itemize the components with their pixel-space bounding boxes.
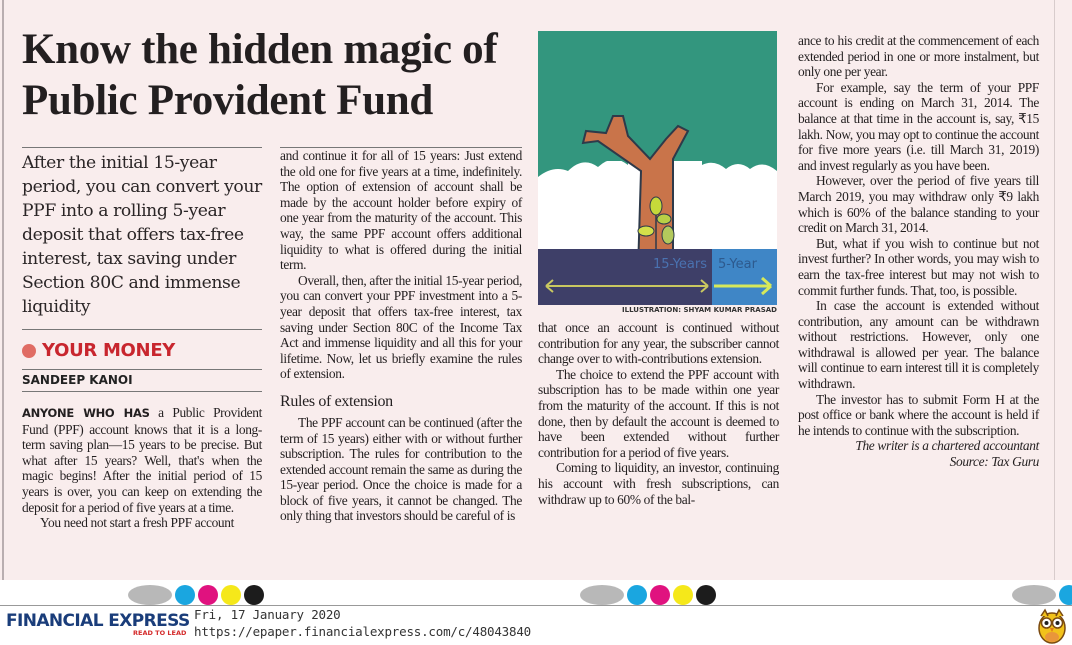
paragraph: But, what if you wish to continue but no… (798, 235, 1039, 298)
registration-marks (1012, 585, 1072, 605)
deck: After the initial 15-year period, you ca… (22, 153, 262, 317)
reg-dot (627, 585, 647, 605)
column-3: that once an account is continued withou… (538, 320, 779, 507)
paragraph: Coming to liquidity, an investor, contin… (538, 460, 779, 507)
leaf (656, 213, 672, 225)
reg-dot (175, 585, 195, 605)
paragraph: You need not start a fresh PPF account (40, 515, 234, 531)
illustration-credit: ILLUSTRATION: SHYAM KUMAR PRASAD (622, 306, 777, 314)
author-note: The writer is a chartered accountant (855, 438, 1039, 454)
paragraph: The choice to extend the PPF account wit… (538, 366, 779, 460)
subheading: Rules of extension (280, 392, 393, 410)
section-label: YOUR MONEY (22, 340, 175, 361)
paragraph: For example, say the term of your PPF ac… (798, 79, 1039, 173)
paragraph: Overall, then, after the initial 15-year… (280, 272, 522, 382)
fifteen-year-band (538, 249, 712, 305)
paragraph: and continue it for all of 15 years: Jus… (280, 148, 522, 273)
edition-date: Fri, 17 January 2020 (194, 607, 341, 622)
column-4: ance to his credit at the commencement o… (798, 33, 1039, 470)
divider (22, 391, 262, 392)
reg-dot (128, 585, 172, 605)
tree-trunk (581, 115, 690, 272)
reg-dot (1012, 585, 1056, 605)
paragraph: In case the account is extended without … (798, 298, 1039, 392)
tree-illustration: 15-Years 5-Year (538, 31, 777, 305)
paragraph: However, over the period of five years t… (798, 173, 1039, 236)
reg-dot (221, 585, 241, 605)
divider (22, 369, 262, 370)
tree-canopy (538, 31, 777, 161)
reg-dot (244, 585, 264, 605)
paragraph: that once an account is continued withou… (538, 320, 779, 367)
leaf (661, 225, 675, 245)
reg-dot (580, 585, 624, 605)
source-note: Source: Tax Guru (949, 454, 1040, 470)
bullet-icon (22, 343, 36, 358)
arrow-right-icon (714, 276, 772, 296)
paragraph: a Public Provident Fund (PPF) account kn… (22, 405, 262, 515)
reg-dot (673, 585, 693, 605)
five-year-label: 5-Year (718, 257, 758, 272)
clip-url[interactable]: https://epaper.financialexpress.com/c/48… (194, 624, 531, 639)
leaf (649, 196, 663, 216)
brand-tagline: READ TO LEAD (133, 629, 187, 637)
reg-dot (1059, 585, 1072, 605)
footer-divider (0, 605, 1072, 606)
brand-logo: FINANCIAL EXPRESS (6, 611, 190, 631)
registration-marks (128, 585, 264, 605)
divider (22, 329, 262, 330)
double-arrow-icon (545, 279, 709, 293)
paragraph: The investor has to submit Form H at the… (798, 391, 1039, 438)
column-1: ANYONE WHO HAS a Public Provident Fund (… (22, 405, 262, 531)
clipping-right-border (1054, 0, 1055, 580)
clipping-left-border (2, 0, 4, 580)
fifteen-year-label: 15-Years (653, 257, 707, 272)
headline: Know the hidden magic of Public Providen… (22, 26, 498, 124)
section-name: YOUR MONEY (42, 340, 176, 361)
reg-dot (650, 585, 670, 605)
lead-in: ANYONE WHO HAS (22, 406, 150, 420)
newspaper-clipping (0, 0, 1072, 580)
paragraph: ance to his credit at the commencement o… (798, 33, 1039, 80)
divider (22, 147, 262, 148)
registration-marks (580, 585, 716, 605)
byline: SANDEEP KANOI (22, 373, 133, 387)
reg-dot (198, 585, 218, 605)
reg-dot (696, 585, 716, 605)
leaf (637, 225, 655, 237)
owl-icon (1038, 608, 1066, 644)
divider (280, 147, 522, 148)
five-year-band (712, 249, 777, 305)
paragraph: The PPF account can be continued (after … (280, 414, 522, 524)
column-2: and continue it for all of 15 years: Jus… (280, 148, 522, 524)
